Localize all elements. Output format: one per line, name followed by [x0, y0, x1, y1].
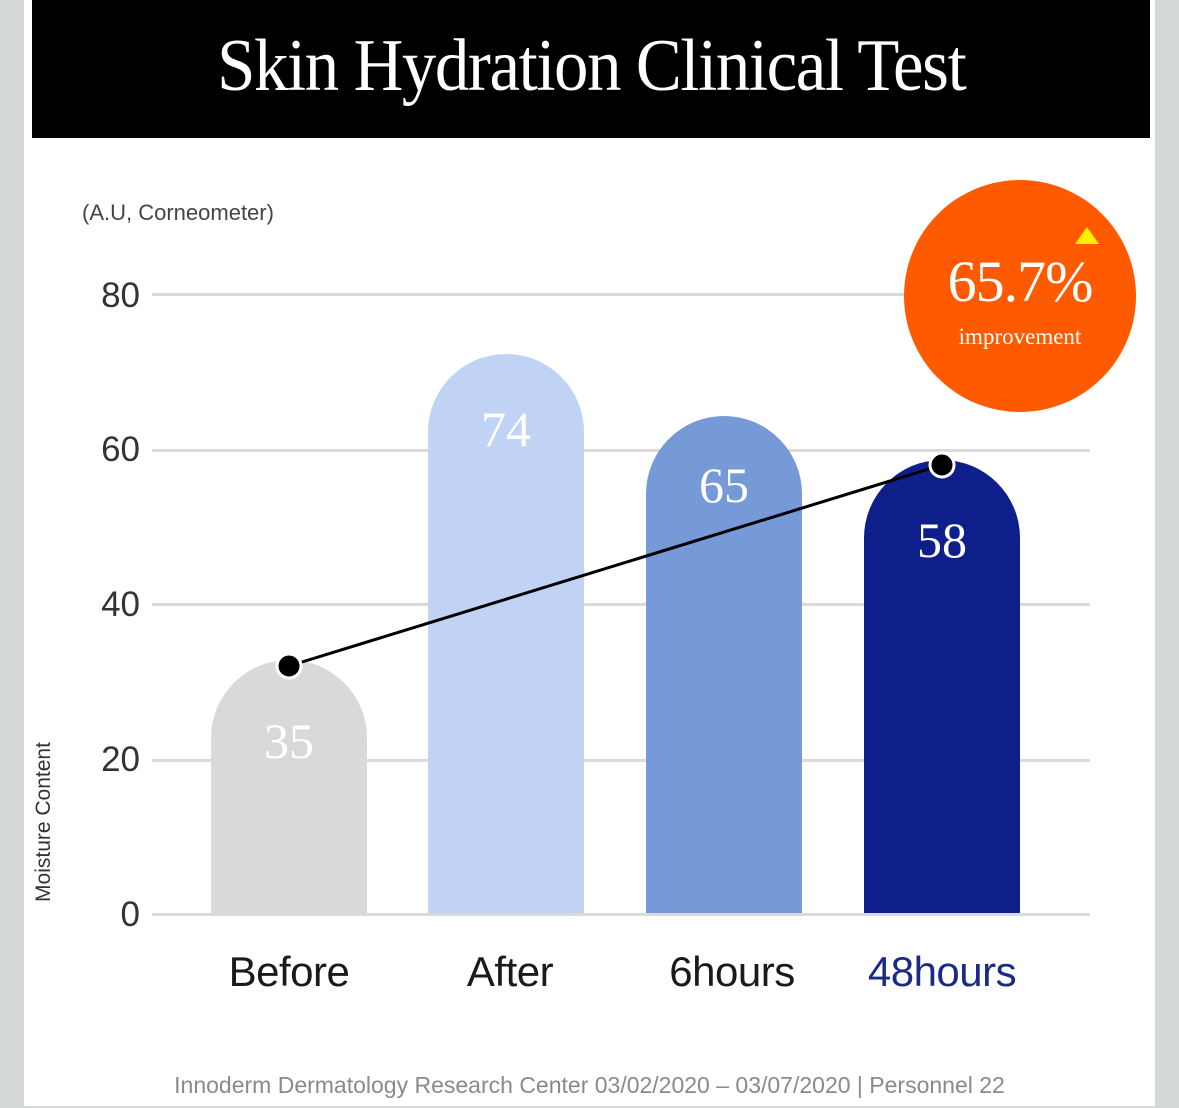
x-label-after: After [466, 948, 554, 995]
y-tick-40: 40 [101, 585, 140, 624]
chart-card: Skin Hydration Clinical Test (A.U, Corne… [24, 0, 1155, 1106]
bar-value: 35 [264, 713, 314, 769]
bar-after: 74 [428, 354, 584, 913]
bar-value: 58 [917, 512, 967, 568]
up-triangle-icon [1075, 227, 1099, 244]
x-label-6hours: 6hours [669, 948, 795, 995]
bar-48hours: 58 [864, 460, 1020, 913]
improvement-label: improvement [958, 324, 1082, 349]
y-tick-80: 80 [101, 276, 140, 315]
gridline-40 [152, 603, 1090, 606]
trend-point-end [928, 451, 956, 479]
y-tick-60: 60 [101, 430, 140, 469]
y-tick-0: 0 [120, 895, 140, 934]
x-label-before: Before [228, 948, 350, 995]
chart-title: Skin Hydration Clinical Test [216, 24, 967, 107]
trend-point-start [275, 652, 303, 680]
gridline-80 [152, 293, 1090, 296]
source-footer: Innoderm Dermatology Research Center 03/… [174, 1072, 1005, 1098]
gridline-60 [152, 449, 1090, 452]
trend-line [275, 451, 956, 680]
title-bar: Skin Hydration Clinical Test [32, 0, 1150, 138]
bar-value: 74 [481, 401, 531, 457]
x-label-48hours: 48hours [867, 948, 1017, 995]
gridline-20 [152, 759, 1090, 762]
bar-6hours: 65 [646, 416, 802, 913]
bar-value: 65 [699, 457, 749, 513]
improvement-badge: 65.7% improvement [904, 180, 1136, 412]
unit-label: (A.U, Corneometer) [82, 200, 274, 225]
improvement-value: 65.7% [947, 249, 1094, 314]
y-tick-20: 20 [101, 740, 140, 779]
gridline-0 [152, 913, 1090, 916]
bar-before: 35 [211, 660, 367, 913]
